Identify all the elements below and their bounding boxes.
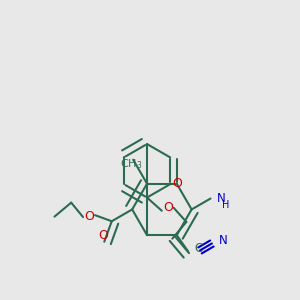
Text: CH$_3$: CH$_3$ (120, 157, 142, 170)
Text: O: O (84, 210, 94, 223)
Text: N: N (219, 234, 228, 247)
Text: C: C (194, 242, 202, 255)
Text: H: H (222, 200, 230, 211)
Text: O: O (98, 229, 108, 242)
Text: O: O (163, 201, 172, 214)
Text: N: N (216, 192, 225, 205)
Text: O: O (172, 177, 182, 190)
